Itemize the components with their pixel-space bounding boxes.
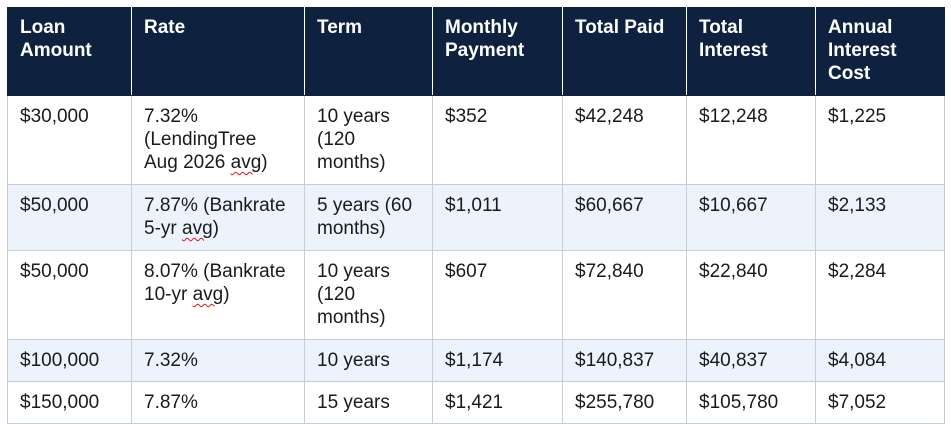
cell-term: 5 years (60 months) (304, 184, 433, 251)
cell-loan-amount: $50,000 (7, 184, 132, 251)
cell-total-paid: $60,667 (562, 184, 687, 251)
table-row: $30,000 7.32% (LendingTree Aug 2026 avg)… (7, 95, 945, 185)
cell-total-interest: $40,837 (686, 339, 816, 382)
cell-monthly-payment: $607 (432, 250, 563, 340)
rate-text: 7.32% (LendingTree Aug 2026 (144, 106, 257, 173)
cell-term: 10 years (304, 339, 433, 382)
cell-total-interest: $105,780 (686, 381, 816, 424)
spellcheck-flagged-word: avg (230, 152, 262, 173)
cell-total-interest: $10,667 (686, 184, 816, 251)
cell-rate: 7.32% (LendingTree Aug 2026 avg) (131, 95, 305, 185)
cell-loan-amount: $150,000 (7, 381, 132, 424)
rate-text: 7.32% (144, 350, 198, 371)
rate-text: 8.07% (Bankrate 10-yr (144, 261, 286, 305)
column-header-annual-interest-cost: Annual Interest Cost (815, 7, 945, 96)
cell-monthly-payment: $1,011 (432, 184, 563, 251)
cell-term: 10 years (120 months) (304, 250, 433, 340)
cell-total-interest: $22,840 (686, 250, 816, 340)
cell-annual-interest-cost: $4,084 (815, 339, 945, 382)
cell-total-interest: $12,248 (686, 95, 816, 185)
cell-rate: 7.87% (131, 381, 305, 424)
loan-comparison-table-container: Loan Amount Rate Term Monthly Payment To… (7, 7, 945, 424)
table-row: $50,000 8.07% (Bankrate 10-yr avg) 10 ye… (7, 250, 945, 340)
column-header-loan-amount: Loan Amount (7, 7, 132, 96)
cell-loan-amount: $30,000 (7, 95, 132, 185)
cell-term: 15 years (304, 381, 433, 424)
cell-loan-amount: $100,000 (7, 339, 132, 382)
cell-total-paid: $140,837 (562, 339, 687, 382)
table-row: $100,000 7.32% 10 years $1,174 $140,837 … (7, 339, 945, 382)
cell-annual-interest-cost: $1,225 (815, 95, 945, 185)
cell-monthly-payment: $352 (432, 95, 563, 185)
rate-text-tail: ) (212, 218, 219, 239)
cell-loan-amount: $50,000 (7, 250, 132, 340)
column-header-rate: Rate (131, 7, 305, 96)
cell-total-paid: $255,780 (562, 381, 687, 424)
column-header-monthly-payment: Monthly Payment (432, 7, 563, 96)
rate-text-tail: ) (261, 152, 268, 173)
rate-text: 7.87% (Bankrate 5-yr (144, 195, 286, 239)
cell-rate: 7.87% (Bankrate 5-yr avg) (131, 184, 305, 251)
column-header-total-interest: Total Interest (686, 7, 816, 96)
cell-term: 10 years (120 months) (304, 95, 433, 185)
loan-comparison-table: Loan Amount Rate Term Monthly Payment To… (7, 7, 945, 424)
cell-monthly-payment: $1,174 (432, 339, 563, 382)
rate-text: 7.87% (144, 392, 198, 413)
cell-annual-interest-cost: $7,052 (815, 381, 945, 424)
cell-monthly-payment: $1,421 (432, 381, 563, 424)
cell-total-paid: $42,248 (562, 95, 687, 185)
cell-rate: 7.32% (131, 339, 305, 382)
column-header-term: Term (304, 7, 433, 96)
cell-annual-interest-cost: $2,284 (815, 250, 945, 340)
table-row: $50,000 7.87% (Bankrate 5-yr avg) 5 year… (7, 184, 945, 251)
table-header-row: Loan Amount Rate Term Monthly Payment To… (7, 7, 945, 96)
cell-annual-interest-cost: $2,133 (815, 184, 945, 251)
cell-rate: 8.07% (Bankrate 10-yr avg) (131, 250, 305, 340)
cell-total-paid: $72,840 (562, 250, 687, 340)
column-header-total-paid: Total Paid (562, 7, 687, 96)
spellcheck-flagged-word: avg (182, 218, 213, 239)
table-row: $150,000 7.87% 15 years $1,421 $255,780 … (7, 381, 945, 424)
rate-text-tail: ) (223, 284, 230, 305)
spellcheck-flagged-word: avg (192, 284, 224, 305)
